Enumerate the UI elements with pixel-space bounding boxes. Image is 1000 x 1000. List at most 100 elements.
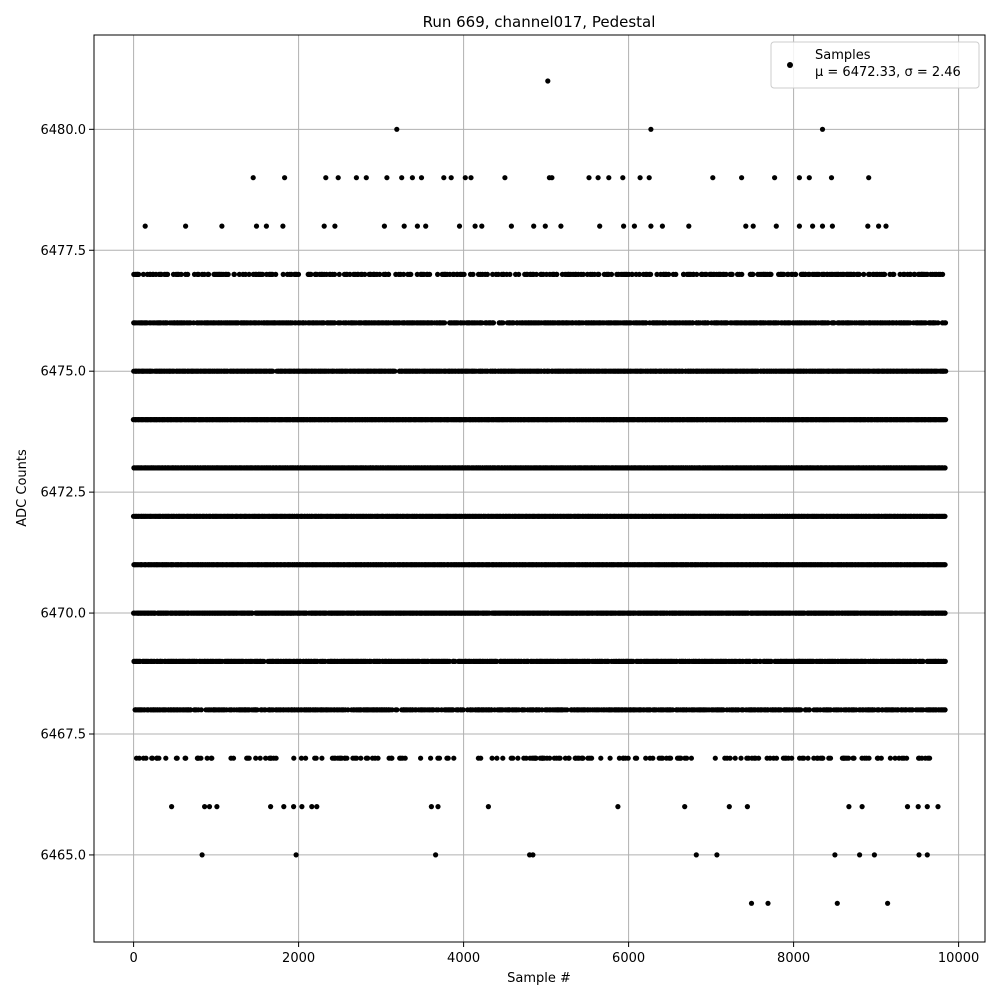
data-point [678, 755, 684, 761]
data-point [580, 755, 586, 761]
data-point [942, 707, 948, 713]
data-point [798, 707, 804, 713]
data-point [887, 755, 894, 761]
data-point [927, 755, 933, 761]
data-point [254, 707, 260, 713]
data-points [130, 78, 949, 906]
data-point [291, 755, 297, 761]
data-point [319, 755, 325, 761]
data-point [589, 755, 595, 761]
data-point [668, 755, 674, 761]
data-point [354, 755, 360, 761]
data-point [942, 658, 948, 665]
data-point [494, 755, 500, 761]
data-point [738, 755, 744, 761]
data-point [523, 755, 529, 761]
data-point [650, 755, 656, 761]
data-point [801, 755, 807, 761]
data-point [273, 755, 279, 761]
data-point [684, 755, 690, 761]
data-point [564, 707, 570, 713]
data-point [257, 755, 263, 761]
data-point [892, 755, 898, 761]
data-point [303, 755, 309, 761]
data-point [198, 707, 204, 713]
data-point [789, 755, 795, 761]
data-point [625, 755, 631, 761]
data-point [389, 707, 395, 713]
data-point [460, 707, 466, 713]
data-point [394, 707, 400, 713]
data-point [418, 755, 424, 761]
data-point [298, 755, 304, 761]
data-point [942, 513, 948, 519]
data-point [436, 755, 443, 761]
data-point [344, 755, 350, 761]
data-point [942, 610, 948, 616]
data-point [500, 755, 506, 761]
data-point [478, 755, 484, 761]
data-point [598, 755, 604, 761]
data-point [136, 755, 142, 761]
data-point [942, 562, 948, 568]
data-point [515, 755, 521, 761]
data-point [313, 755, 319, 761]
data-point [727, 755, 733, 761]
data-point [732, 755, 738, 761]
data-point [712, 755, 718, 761]
data-point [198, 755, 204, 761]
data-point [756, 755, 762, 761]
data-point [143, 755, 149, 761]
data-point [616, 755, 623, 761]
data-point [557, 755, 563, 761]
data-point [806, 707, 813, 713]
data-point [183, 755, 189, 761]
data-point [510, 755, 516, 761]
data-point [451, 755, 457, 761]
data-point [253, 755, 259, 761]
data-point [261, 658, 267, 665]
data-point [533, 755, 539, 761]
data-point [643, 755, 649, 761]
data-point [358, 755, 364, 761]
data-point [920, 658, 926, 665]
data-point [547, 755, 553, 761]
data-point [402, 755, 408, 761]
data-point [209, 755, 215, 761]
data-point [878, 755, 884, 761]
data-point [149, 755, 156, 761]
data-point [909, 707, 916, 713]
data-point [607, 755, 613, 761]
data-point [249, 610, 255, 616]
data-point [156, 755, 162, 761]
data-point [634, 755, 640, 761]
data-point [365, 755, 371, 761]
data-point [805, 755, 811, 761]
data-point [163, 755, 169, 761]
data-point [942, 465, 948, 471]
data-point [345, 707, 351, 713]
data-point [827, 755, 834, 761]
data-point [246, 755, 252, 761]
data-point [904, 755, 910, 761]
data-point [428, 755, 434, 761]
data-point [263, 755, 269, 761]
data-point [489, 755, 495, 761]
data-point [375, 755, 381, 761]
data-point [566, 755, 572, 761]
data-point [851, 755, 857, 761]
data-point [866, 755, 872, 761]
data-point [389, 755, 395, 761]
data-point [773, 755, 780, 761]
data-point [820, 755, 826, 761]
data-point [204, 755, 210, 761]
data-point [659, 755, 666, 761]
data-point [174, 755, 180, 761]
data-point [670, 707, 676, 713]
data-point [445, 755, 451, 761]
data-point [188, 707, 194, 713]
data-point [846, 755, 852, 761]
data-point [688, 755, 695, 761]
data-point [230, 755, 237, 761]
